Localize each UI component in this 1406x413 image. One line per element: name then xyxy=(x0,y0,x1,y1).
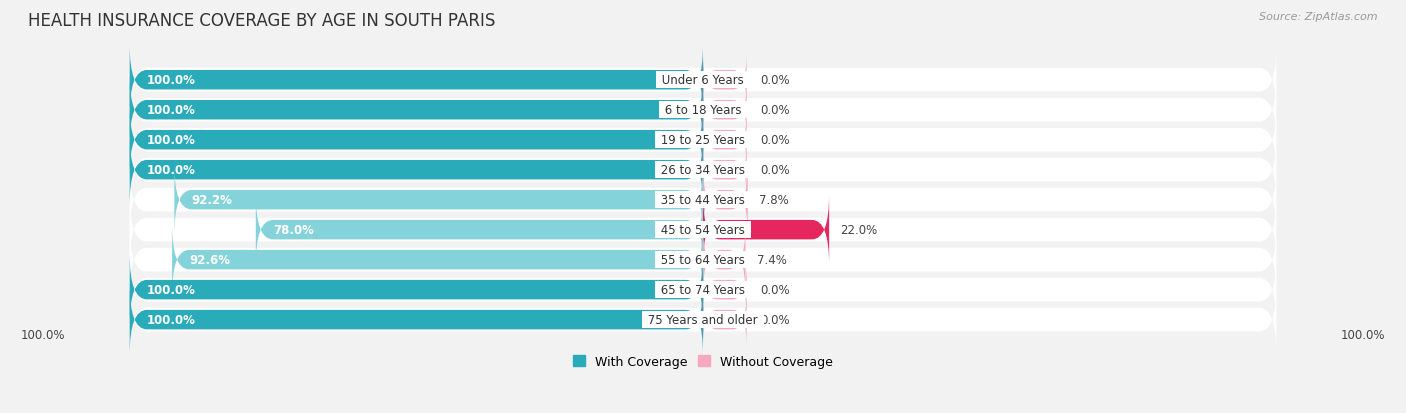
FancyBboxPatch shape xyxy=(129,197,1277,263)
FancyBboxPatch shape xyxy=(129,255,703,325)
FancyBboxPatch shape xyxy=(703,195,830,265)
FancyBboxPatch shape xyxy=(129,77,1277,143)
Text: 45 to 54 Years: 45 to 54 Years xyxy=(657,223,749,237)
Text: 100.0%: 100.0% xyxy=(21,328,65,342)
FancyBboxPatch shape xyxy=(703,165,748,235)
Text: 65 to 74 Years: 65 to 74 Years xyxy=(657,283,749,297)
FancyBboxPatch shape xyxy=(703,55,747,107)
Text: 19 to 25 Years: 19 to 25 Years xyxy=(657,134,749,147)
Text: 100.0%: 100.0% xyxy=(146,134,195,147)
Text: Under 6 Years: Under 6 Years xyxy=(658,74,748,87)
FancyBboxPatch shape xyxy=(703,114,747,166)
Text: 78.0%: 78.0% xyxy=(273,223,314,237)
Text: 7.4%: 7.4% xyxy=(756,254,787,266)
FancyBboxPatch shape xyxy=(129,257,1277,323)
Text: 100.0%: 100.0% xyxy=(146,313,195,326)
FancyBboxPatch shape xyxy=(129,287,1277,353)
FancyBboxPatch shape xyxy=(129,75,703,146)
Text: 100.0%: 100.0% xyxy=(146,164,195,177)
FancyBboxPatch shape xyxy=(703,225,745,295)
Text: 100.0%: 100.0% xyxy=(146,74,195,87)
FancyBboxPatch shape xyxy=(129,105,703,176)
Text: 92.2%: 92.2% xyxy=(191,194,232,206)
FancyBboxPatch shape xyxy=(703,144,747,197)
FancyBboxPatch shape xyxy=(172,225,703,295)
Text: 92.6%: 92.6% xyxy=(190,254,231,266)
Text: 100.0%: 100.0% xyxy=(146,283,195,297)
Text: 0.0%: 0.0% xyxy=(761,164,790,177)
Legend: With Coverage, Without Coverage: With Coverage, Without Coverage xyxy=(568,350,838,373)
FancyBboxPatch shape xyxy=(256,195,703,265)
Text: 0.0%: 0.0% xyxy=(761,313,790,326)
FancyBboxPatch shape xyxy=(174,165,703,235)
Text: Source: ZipAtlas.com: Source: ZipAtlas.com xyxy=(1260,12,1378,22)
Text: HEALTH INSURANCE COVERAGE BY AGE IN SOUTH PARIS: HEALTH INSURANCE COVERAGE BY AGE IN SOUT… xyxy=(28,12,495,30)
Text: 6 to 18 Years: 6 to 18 Years xyxy=(661,104,745,117)
FancyBboxPatch shape xyxy=(129,137,1277,203)
Text: 75 Years and older: 75 Years and older xyxy=(644,313,762,326)
FancyBboxPatch shape xyxy=(129,227,1277,293)
FancyBboxPatch shape xyxy=(703,294,747,346)
FancyBboxPatch shape xyxy=(129,107,1277,173)
Text: 22.0%: 22.0% xyxy=(841,223,877,237)
FancyBboxPatch shape xyxy=(129,47,1277,114)
FancyBboxPatch shape xyxy=(129,285,703,355)
Text: 26 to 34 Years: 26 to 34 Years xyxy=(657,164,749,177)
Text: 0.0%: 0.0% xyxy=(761,134,790,147)
FancyBboxPatch shape xyxy=(703,84,747,137)
Text: 100.0%: 100.0% xyxy=(146,104,195,117)
FancyBboxPatch shape xyxy=(703,264,747,316)
FancyBboxPatch shape xyxy=(129,45,703,116)
Text: 0.0%: 0.0% xyxy=(761,74,790,87)
Text: 55 to 64 Years: 55 to 64 Years xyxy=(657,254,749,266)
Text: 0.0%: 0.0% xyxy=(761,104,790,117)
Text: 100.0%: 100.0% xyxy=(1341,328,1385,342)
Text: 35 to 44 Years: 35 to 44 Years xyxy=(657,194,749,206)
Text: 7.8%: 7.8% xyxy=(759,194,789,206)
FancyBboxPatch shape xyxy=(129,167,1277,233)
FancyBboxPatch shape xyxy=(129,135,703,205)
Text: 0.0%: 0.0% xyxy=(761,283,790,297)
